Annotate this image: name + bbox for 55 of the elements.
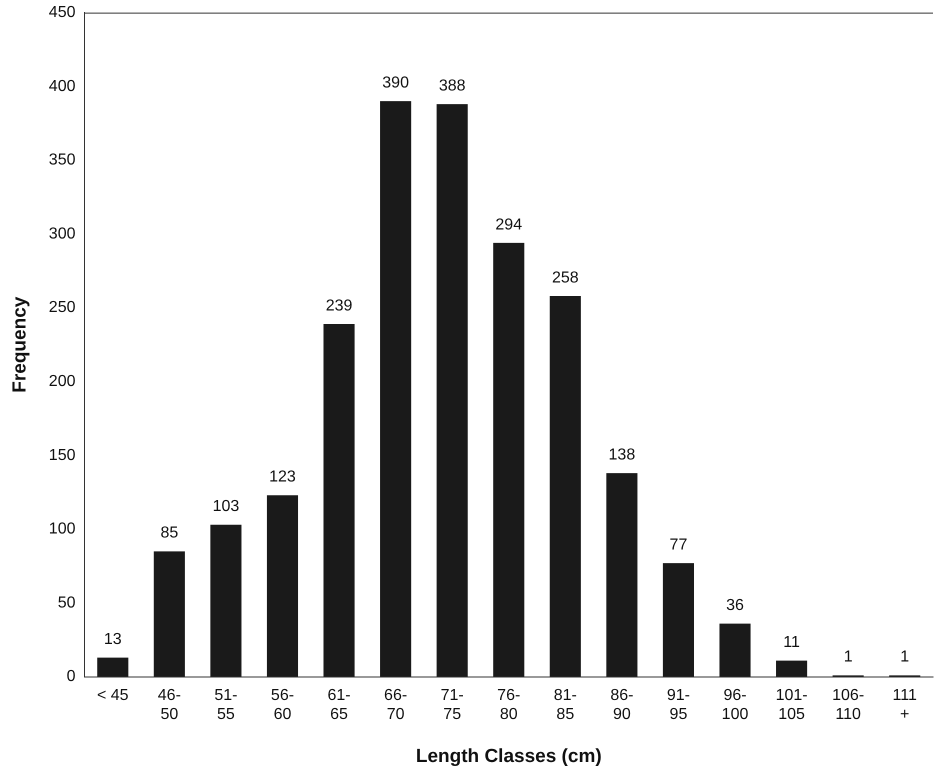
x-tick-label: 101-105 xyxy=(776,686,808,724)
y-tick-label: 150 xyxy=(48,446,76,464)
y-tick-label: 400 xyxy=(48,78,76,95)
y-tick-label: 0 xyxy=(66,668,76,686)
data-label: 13 xyxy=(104,631,122,648)
y-tick-label: 350 xyxy=(48,152,76,169)
bar xyxy=(719,624,751,677)
bar xyxy=(493,242,524,677)
data-label: 36 xyxy=(726,597,744,614)
data-label: 388 xyxy=(438,78,466,95)
x-tick-label: 91-95 xyxy=(666,686,690,724)
data-label: 390 xyxy=(382,74,410,92)
bar xyxy=(323,324,355,677)
bar xyxy=(662,563,694,677)
data-label: 77 xyxy=(670,536,688,554)
bar xyxy=(380,101,412,677)
x-tick-label: 76-80 xyxy=(497,686,520,724)
bar xyxy=(210,524,242,677)
data-label: 123 xyxy=(269,468,296,486)
x-tick-label: 56-60 xyxy=(270,686,294,724)
bar xyxy=(436,104,468,677)
y-tick-label: 100 xyxy=(48,520,76,538)
data-label: 294 xyxy=(495,216,522,234)
x-tick-label: 46-50 xyxy=(158,686,181,724)
data-label: 239 xyxy=(326,297,352,314)
y-tick-label: 50 xyxy=(58,594,76,612)
data-label: 1 xyxy=(844,648,853,666)
data-label: 138 xyxy=(608,446,636,464)
y-tick-label: 200 xyxy=(48,373,76,390)
bar xyxy=(606,473,638,677)
bar xyxy=(776,660,808,677)
x-tick-label: 66-70 xyxy=(384,686,408,724)
x-tick-label: 86-90 xyxy=(610,686,634,724)
x-tick-label: 106-110 xyxy=(832,686,864,724)
data-label: 11 xyxy=(783,634,800,651)
bar xyxy=(550,296,581,677)
x-tick-label: < 45 xyxy=(96,686,129,704)
x-axis-title: Length Classes (cm) xyxy=(416,746,602,767)
y-axis-title: Frequency xyxy=(10,296,31,393)
y-tick-label: 450 xyxy=(48,4,76,22)
data-label: 103 xyxy=(212,498,240,516)
y-tick-label: 300 xyxy=(48,225,76,242)
x-tick-label: 61-65 xyxy=(327,686,351,724)
x-tick-label: 111 + xyxy=(892,686,917,724)
y-tick-label: 250 xyxy=(48,299,76,316)
x-tick-label: 71-75 xyxy=(440,686,464,724)
bar xyxy=(266,495,298,677)
data-label: 1 xyxy=(900,648,910,666)
x-tick-label: 81-85 xyxy=(554,686,577,724)
x-tick-label: 96-100 xyxy=(722,686,748,724)
bar xyxy=(97,658,128,677)
data-label: 85 xyxy=(160,524,178,542)
x-tick-label: 51-55 xyxy=(214,686,238,724)
data-label: 258 xyxy=(552,269,579,286)
bar xyxy=(154,551,185,677)
